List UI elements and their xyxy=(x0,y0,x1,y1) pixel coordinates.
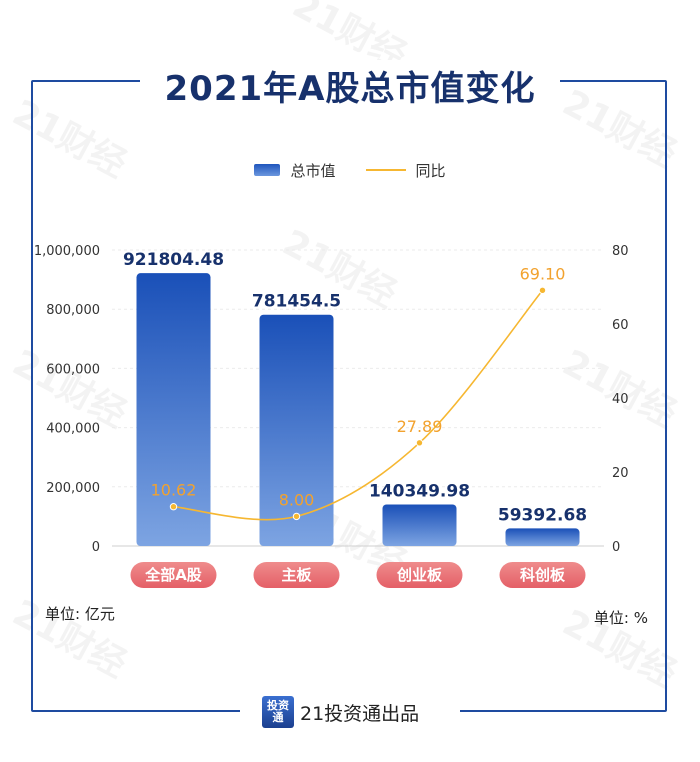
right-axis-tick-label: 80 xyxy=(612,244,629,259)
category-pill xyxy=(499,562,586,588)
yoy-value-label: 10.62 xyxy=(151,481,197,500)
right-axis-tick-label: 20 xyxy=(612,466,629,481)
left-axis-tick-label: 200,000 xyxy=(46,481,100,496)
yoy-line xyxy=(173,289,544,521)
category-pill xyxy=(253,562,340,588)
bar-value-label: 781454.5 xyxy=(252,292,341,312)
legend-item-line: 同比 xyxy=(365,160,446,181)
category-label: 主板 xyxy=(281,566,312,584)
category-label: 全部A股 xyxy=(144,566,203,584)
bar xyxy=(382,504,457,546)
chart-plot: 0 200,000 400,000 600,000 800,000 1,000,000 0… xyxy=(34,244,629,588)
yoy-point xyxy=(169,503,178,511)
left-axis-tick-label: 800,000 xyxy=(46,303,100,318)
bar xyxy=(136,273,211,546)
legend-line-label: 同比 xyxy=(415,161,446,180)
title-mask xyxy=(140,60,560,104)
legend-line-swatch xyxy=(365,169,406,171)
brand-logo-icon: 投资通 xyxy=(262,696,294,728)
left-axis-unit: 单位: 亿元 xyxy=(45,605,115,623)
yoy-point xyxy=(415,439,424,447)
bar xyxy=(259,314,334,546)
right-axis-unit: 单位: % xyxy=(593,609,648,627)
footer-credit: 21投资通出品 xyxy=(300,702,420,725)
category-pill xyxy=(130,562,217,588)
right-axis-tick-label: 40 xyxy=(612,392,629,407)
category-pill xyxy=(376,562,463,588)
left-axis-tick-label: 600,000 xyxy=(46,362,100,377)
category-label: 科创板 xyxy=(520,566,566,584)
left-axis-tick-label: 0 xyxy=(92,540,100,555)
left-axis-tick-label: 1,000,000 xyxy=(34,244,100,259)
yoy-point xyxy=(538,286,547,295)
bar xyxy=(505,528,580,546)
legend-item-bar: 总市值 xyxy=(254,160,336,181)
bar-value-label: 140349.98 xyxy=(369,481,470,501)
legend-bar-swatch xyxy=(254,164,281,176)
legend-bar-label: 总市值 xyxy=(290,161,336,180)
yoy-value-label: 69.10 xyxy=(520,264,566,283)
bar-value-label: 59392.68 xyxy=(498,505,587,525)
chart-title: 2021年A股总市值变化 xyxy=(164,69,536,109)
footer: 投资通 21投资通出品 xyxy=(262,694,419,730)
bar-value-label: 921804.48 xyxy=(123,250,224,270)
left-axis-tick-label: 400,000 xyxy=(46,422,100,437)
right-axis-tick-label: 0 xyxy=(612,540,620,555)
right-axis-tick-label: 60 xyxy=(612,318,629,333)
category-label: 创业板 xyxy=(396,566,443,584)
yoy-point xyxy=(292,512,301,521)
chart-legend: 总市值 同比 xyxy=(0,158,700,182)
yoy-value-label: 8.00 xyxy=(279,490,315,509)
yoy-value-label: 27.89 xyxy=(397,417,443,436)
